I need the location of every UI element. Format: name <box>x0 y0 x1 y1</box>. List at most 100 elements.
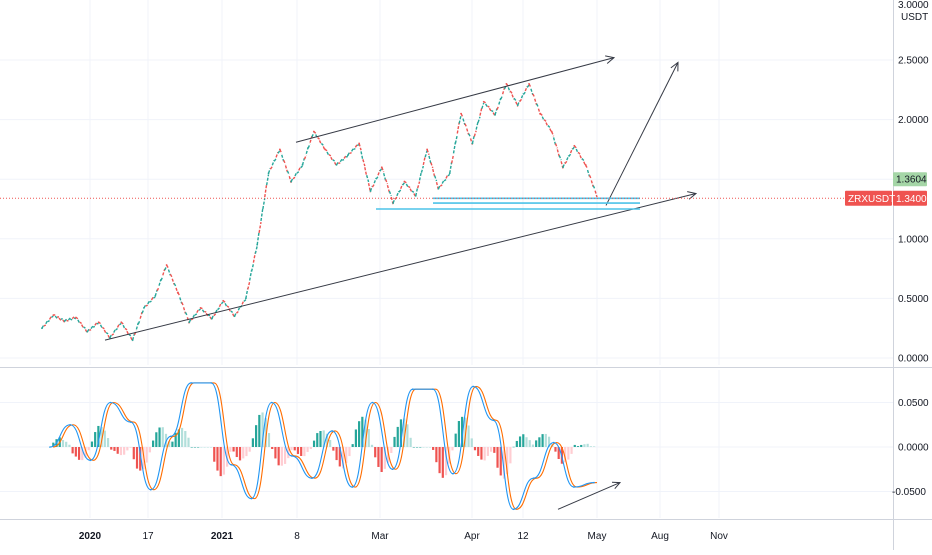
price-point <box>132 339 134 341</box>
price-point <box>494 114 496 116</box>
macd-histogram-bar <box>451 447 453 450</box>
price-point <box>539 113 541 115</box>
price-segment <box>353 149 355 150</box>
macd-point <box>392 468 394 470</box>
macd-histogram-bar <box>123 447 125 455</box>
macd-point <box>110 402 112 404</box>
macd-histogram-bar <box>426 447 428 448</box>
macd-histogram-bar <box>371 445 373 447</box>
price-point <box>98 321 100 323</box>
macd-histogram-bar <box>519 436 521 447</box>
macd-histogram-bar <box>368 429 370 447</box>
macd-histogram-bar <box>541 434 543 447</box>
macd-histogram-bar <box>329 440 331 447</box>
macd-histogram-bar <box>316 433 318 447</box>
macd-histogram-bar <box>525 437 527 447</box>
macd-histogram-bar <box>477 447 479 456</box>
macd-point <box>311 477 313 479</box>
macd-histogram-bar <box>422 447 424 448</box>
price-segment <box>488 106 490 107</box>
macd-point <box>472 386 474 388</box>
macd-histogram-bar <box>290 447 292 450</box>
macd-histogram-bar <box>513 447 515 448</box>
macd-histogram-bar <box>62 440 64 447</box>
macd-histogram-bar <box>406 424 408 447</box>
macd-histogram-bar <box>355 429 357 447</box>
macd-histogram-bar <box>194 447 196 448</box>
macd-point <box>573 486 575 488</box>
price-segment <box>350 153 352 154</box>
macd-histogram-bar <box>88 447 90 450</box>
macd-tick-label: 0.0500 <box>898 398 929 409</box>
macd-point <box>271 402 273 404</box>
macd-histogram-bar <box>110 447 112 450</box>
macd-histogram-bar <box>438 447 440 473</box>
macd-histogram-bar <box>532 445 534 447</box>
price-point <box>75 317 77 319</box>
price-point <box>302 164 304 166</box>
macd-histogram-bar <box>416 447 418 448</box>
price-segment <box>153 297 155 298</box>
macd-point <box>351 486 353 488</box>
macd-histogram-bar <box>158 427 160 447</box>
macd-histogram-bar <box>126 447 128 450</box>
macd-histogram-bar <box>554 447 556 452</box>
macd-histogram-bar <box>117 447 119 454</box>
macd-histogram-bar <box>538 437 540 447</box>
macd-point <box>452 473 454 475</box>
macd-histogram-bar <box>171 442 173 447</box>
macd-histogram-bar <box>429 447 431 448</box>
price-point <box>64 320 66 322</box>
macd-point <box>553 442 555 444</box>
macd-point <box>432 388 434 390</box>
macd-histogram-bar <box>529 440 531 447</box>
price-point <box>268 172 270 174</box>
time-tick-label: Mar <box>371 531 389 542</box>
macd-histogram-bar <box>271 447 273 449</box>
macd-histogram-bar <box>374 447 376 457</box>
price-point <box>256 244 258 246</box>
macd-point <box>69 424 71 426</box>
macd-histogram-bar <box>249 447 251 452</box>
price-point <box>381 166 383 168</box>
price-segment <box>67 320 69 321</box>
price-point <box>211 318 213 320</box>
macd-histogram-bar <box>136 447 138 469</box>
macd-histogram-bar <box>567 447 569 460</box>
price-segment <box>51 316 53 317</box>
macd-histogram-bar <box>191 447 193 448</box>
price-point <box>313 131 315 133</box>
price-point <box>166 264 168 266</box>
macd-histogram-bar <box>216 447 218 471</box>
macd-histogram-bar <box>149 447 151 452</box>
macd-histogram-bar <box>146 447 148 463</box>
macd-histogram-bar <box>65 442 67 447</box>
macd-histogram-bar <box>419 447 421 448</box>
macd-histogram-bar <box>72 447 74 453</box>
macd-histogram-bar <box>480 447 482 460</box>
price-point <box>505 83 507 85</box>
macd-point <box>533 477 535 479</box>
macd-point <box>291 455 293 457</box>
price-point <box>143 307 145 309</box>
price-point <box>234 315 236 317</box>
price-segment <box>146 305 148 306</box>
macd-point <box>492 420 494 422</box>
price-point <box>200 307 202 309</box>
macd-histogram-bar <box>162 427 164 447</box>
time-tick-label: 2020 <box>79 531 102 542</box>
macd-histogram-bar <box>274 447 276 458</box>
macd-histogram-bar <box>458 421 460 447</box>
macd-point <box>372 402 374 404</box>
macd-histogram-bar <box>393 437 395 447</box>
price-point <box>472 143 474 145</box>
macd-histogram-bar <box>75 447 77 457</box>
price-tick-label: 0.0000 <box>898 354 929 365</box>
macd-histogram-bar <box>94 432 96 447</box>
time-tick-label: 12 <box>517 531 529 542</box>
macd-point <box>210 382 212 384</box>
macd-point <box>89 460 91 462</box>
price-point <box>573 145 575 147</box>
